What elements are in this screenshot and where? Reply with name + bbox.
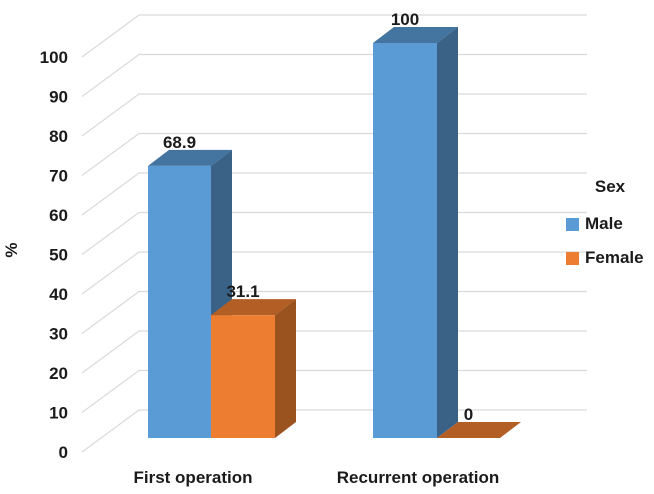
legend-item-female: Female bbox=[558, 248, 654, 268]
x-category-label: First operation bbox=[133, 468, 252, 487]
legend-label-female: Female bbox=[585, 248, 644, 267]
y-axis-tick-label: 20 bbox=[49, 364, 68, 383]
y-axis-tick-label: 0 bbox=[59, 443, 68, 462]
bar-top-female bbox=[437, 422, 521, 438]
bar-value-label: 0 bbox=[464, 405, 473, 424]
bar-value-label: 31.1 bbox=[226, 282, 259, 301]
legend-item-male: Male bbox=[558, 214, 654, 234]
x-category-label: Recurrent operation bbox=[337, 468, 499, 487]
bar-side-female bbox=[275, 299, 296, 438]
bar-male bbox=[373, 43, 437, 438]
bar-top-male bbox=[373, 27, 458, 43]
bar-male bbox=[148, 165, 211, 438]
legend-label-male: Male bbox=[585, 214, 623, 233]
female-swatch-icon bbox=[566, 251, 579, 265]
y-axis-tick-label: 80 bbox=[49, 127, 68, 146]
y-axis-tick-label: 50 bbox=[49, 246, 68, 265]
y-axis-tick-label: 90 bbox=[49, 88, 68, 107]
bar-value-label: 68.9 bbox=[163, 133, 196, 152]
y-axis-tick-label: 10 bbox=[49, 404, 68, 423]
bar-female bbox=[211, 315, 275, 438]
gridline bbox=[81, 53, 587, 97]
bar-side-male bbox=[437, 27, 458, 438]
y-axis-tick-label: 40 bbox=[49, 285, 68, 304]
legend: Sex Male Female bbox=[558, 177, 654, 268]
bar-top-male bbox=[148, 149, 232, 166]
y-axis-tick-label: 30 bbox=[49, 325, 68, 344]
male-swatch-icon bbox=[566, 217, 579, 231]
y-axis-tick-label: 70 bbox=[49, 167, 68, 186]
bar-top-female bbox=[211, 299, 296, 316]
legend-title: Sex bbox=[594, 177, 626, 196]
gridline bbox=[81, 93, 587, 137]
y-axis-title: % bbox=[2, 242, 21, 257]
y-axis-tick-label: 60 bbox=[49, 206, 68, 225]
bar-value-label: 100 bbox=[391, 10, 419, 29]
y-axis-tick-label: 100 bbox=[40, 48, 68, 67]
gridline bbox=[81, 14, 587, 58]
